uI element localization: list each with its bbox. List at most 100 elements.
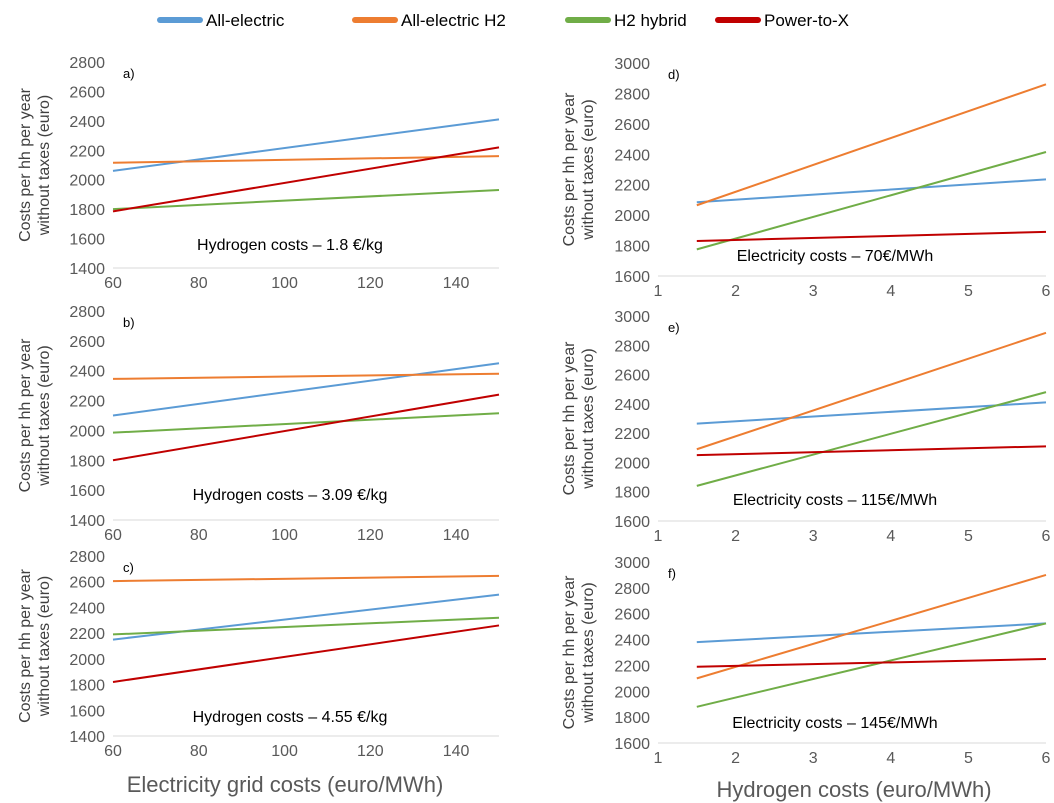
panel-a: 1400 1600 1800 2000 2200 2400 2600 2800 60 80 100 1… <box>17 55 500 292</box>
panel-label: f) <box>668 566 676 581</box>
x-tick-label: 140 <box>443 743 470 760</box>
x-tick-label: 2 <box>731 528 740 545</box>
y-axis-title: Costs per hh per year without taxes (euro… <box>17 338 53 493</box>
panel-annotation: Electricity costs – 145€/MWh <box>732 715 937 732</box>
series-line <box>112 412 500 434</box>
y-tick-label: 1800 <box>614 710 650 727</box>
x-tick-label: 5 <box>964 750 973 767</box>
panel-annotation: Hydrogen costs – 3.09 €/kg <box>193 487 388 504</box>
panel-label: b) <box>123 315 135 330</box>
panel-c: 1400 1600 1800 2000 2200 2400 2600 2800 60 80 100 1… <box>17 549 500 760</box>
y-tick-label: 2800 <box>614 338 650 355</box>
x-tick-label: 2 <box>731 750 740 767</box>
y-tick-label: 2400 <box>69 114 105 131</box>
panel-label: e) <box>668 320 680 335</box>
y-tick-label: 2600 <box>614 117 650 134</box>
x-tick-label: 1 <box>654 750 663 767</box>
x-tick-label: 3 <box>809 750 818 767</box>
y-tick-label: 1600 <box>614 269 650 286</box>
x-tick-label: 100 <box>271 743 298 760</box>
y-tick-label: 2600 <box>69 334 105 351</box>
panel-e: 1600 1800 2000 2200 2400 2600 2800 3000 1 2 3 4 5 6 Co… <box>561 309 1051 545</box>
x-tick-label: 1 <box>654 528 663 545</box>
y-tick-label: 2800 <box>69 55 105 72</box>
panel-label: a) <box>123 66 135 81</box>
series-line <box>696 83 1047 207</box>
series-line <box>112 393 500 462</box>
series-line <box>696 657 1047 668</box>
y-tick-label: 2400 <box>69 600 105 617</box>
y-tick-label: 2600 <box>614 368 650 385</box>
legend-item: All-electric <box>157 11 285 30</box>
panel-annotation: Hydrogen costs – 4.55 €/kg <box>193 709 388 726</box>
series-line <box>696 622 1047 644</box>
x-tick-label: 1 <box>654 283 663 300</box>
y-tick-label: 2800 <box>614 581 650 598</box>
y-tick-label: 1600 <box>69 483 105 500</box>
x-tick-label: 2 <box>731 283 740 300</box>
y-tick-label: 2200 <box>69 626 105 643</box>
x-tick-label: 100 <box>271 275 298 292</box>
y-tick-label: 2800 <box>614 86 650 103</box>
y-tick-label: 2400 <box>614 147 650 164</box>
x-tick-label: 5 <box>964 283 973 300</box>
y-tick-label: 2000 <box>69 652 105 669</box>
y-tick-label: 2600 <box>69 84 105 101</box>
x-tick-label: 80 <box>190 275 208 292</box>
y-tick-label: 2200 <box>614 658 650 675</box>
y-tick-label: 2600 <box>614 607 650 624</box>
x-tick-label: 60 <box>104 275 122 292</box>
panel-b: 1400 1600 1800 2000 2200 2400 2600 2800 60 80 100 1… <box>17 304 500 544</box>
y-tick-label: 2000 <box>69 423 105 440</box>
y-axis-title: Costs per hh per year without taxes (euro… <box>561 575 597 730</box>
legend-label: All-electric H2 <box>401 11 506 30</box>
x-tick-label: 6 <box>1042 283 1051 300</box>
x-tick-label: 4 <box>886 283 895 300</box>
series-line <box>112 362 500 417</box>
y-tick-label: 1800 <box>69 453 105 470</box>
legend-label: All-electric <box>206 11 285 30</box>
y-tick-label: 2600 <box>69 575 105 592</box>
y-tick-label: 1600 <box>614 514 650 531</box>
y-tick-label: 2200 <box>69 394 105 411</box>
x-tick-label: 3 <box>809 283 818 300</box>
y-tick-label: 2000 <box>614 455 650 472</box>
y-tick-label: 1400 <box>69 513 105 530</box>
x-tick-label: 4 <box>886 528 895 545</box>
x-tick-label: 120 <box>357 743 384 760</box>
legend-label: H2 hybrid <box>614 11 687 30</box>
x-tick-label: 6 <box>1042 528 1051 545</box>
legend-item: H2 hybrid <box>565 11 687 30</box>
y-tick-label: 2000 <box>614 684 650 701</box>
series-line <box>696 391 1047 487</box>
y-tick-label: 2400 <box>69 364 105 381</box>
series-line <box>112 118 500 172</box>
y-tick-label: 1800 <box>614 485 650 502</box>
series-line <box>696 445 1047 457</box>
y-tick-label: 2400 <box>614 633 650 650</box>
x-tick-label: 6 <box>1042 750 1051 767</box>
y-tick-label: 2000 <box>614 208 650 225</box>
series-line <box>112 372 500 380</box>
series-line <box>112 189 500 211</box>
series-line <box>696 230 1047 243</box>
y-tick-label: 2200 <box>614 178 650 195</box>
y-tick-label: 2000 <box>69 173 105 190</box>
x-tick-label: 140 <box>443 527 470 544</box>
series-line <box>696 573 1047 680</box>
y-tick-label: 1800 <box>614 239 650 256</box>
panel-annotation: Hydrogen costs – 1.8 €/kg <box>197 237 383 254</box>
y-axis-title: Costs per hh per year without taxes (euro… <box>561 341 597 496</box>
series-line <box>112 146 500 213</box>
y-tick-label: 3000 <box>614 56 650 73</box>
y-tick-label: 1800 <box>69 678 105 695</box>
y-tick-label: 1800 <box>69 202 105 219</box>
left-x-axis-title: Electricity grid costs (euro/MWh) <box>127 772 444 797</box>
y-tick-label: 1600 <box>614 736 650 753</box>
y-tick-label: 2800 <box>69 549 105 566</box>
y-tick-label: 2200 <box>69 143 105 160</box>
y-axis-title: Costs per hh per year without taxes (euro… <box>561 92 597 247</box>
y-tick-label: 3000 <box>614 555 650 572</box>
x-tick-label: 60 <box>104 743 122 760</box>
x-tick-label: 120 <box>357 275 384 292</box>
